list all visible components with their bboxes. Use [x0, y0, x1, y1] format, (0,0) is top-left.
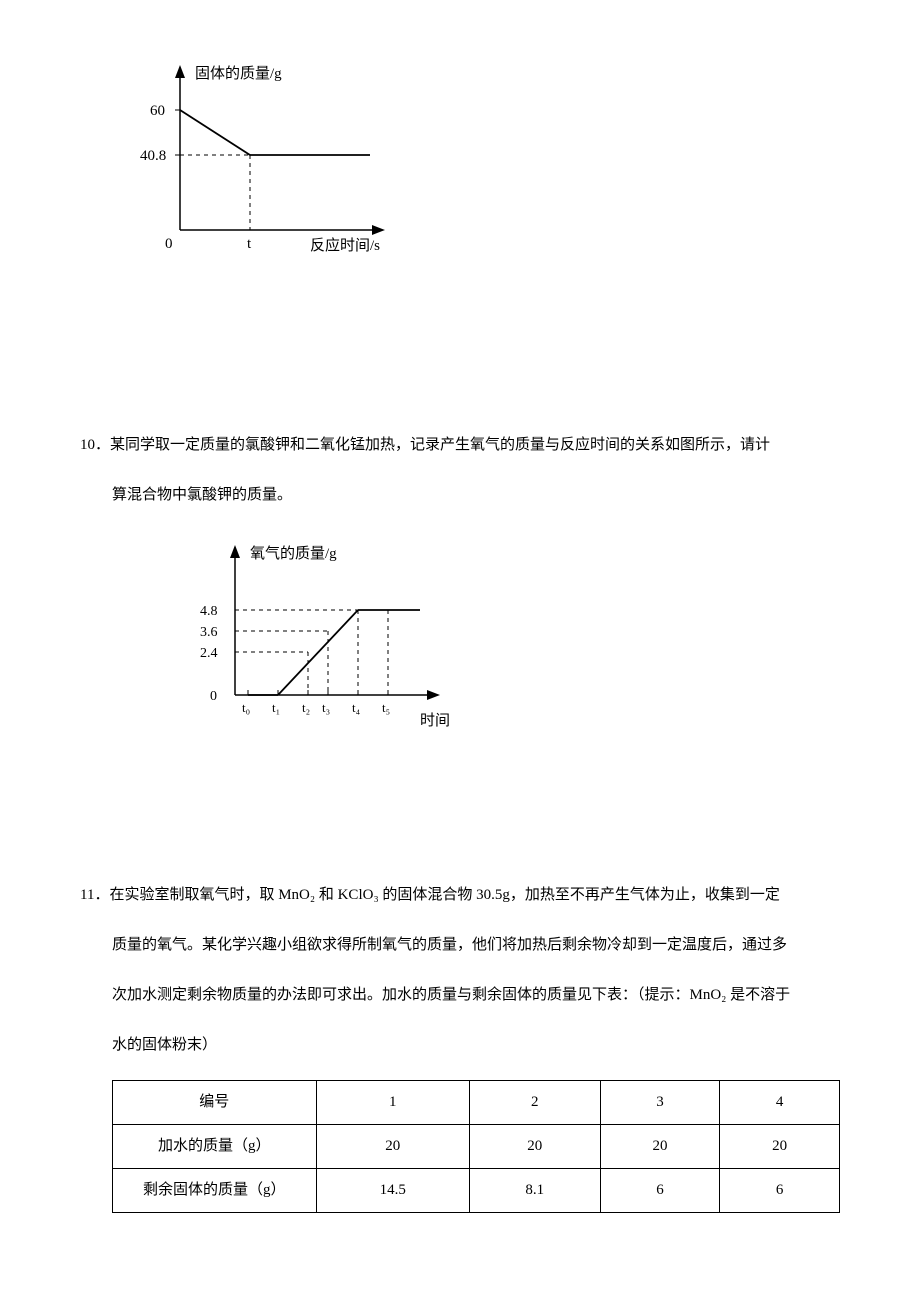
table-container: 编号 1 2 3 4 加水的质量（g） 20 20 20 20 剩余固体的质量（… [80, 1080, 840, 1213]
chart1-origin: 0 [165, 236, 173, 252]
table-row: 剩余固体的质量（g） 14.5 8.1 6 6 [113, 1169, 840, 1213]
table-cell: 14.5 [316, 1169, 469, 1213]
chart1-ytick-408: 40.8 [140, 148, 166, 164]
table-header-2: 2 [469, 1081, 600, 1125]
problem-11-text: 11．在实验室制取氧气时，取 MnO₂ 和 KClO₃ 的固体混合物 30.5g… [80, 880, 840, 910]
table-row: 编号 1 2 3 4 [113, 1081, 840, 1125]
chart2-ytick-36: 3.6 [200, 625, 218, 640]
table-cell: 8.1 [469, 1169, 600, 1213]
table-cell: 20 [469, 1125, 600, 1169]
chart2-xtick-t0: t₀ [242, 700, 250, 715]
chart2-x-label: 时间 [420, 712, 450, 729]
chart2-xtick-t2: t₂ [302, 700, 310, 715]
problem-11-line4: 水的固体粉末） [80, 1030, 840, 1060]
chart2-xtick-t3: t₃ [322, 700, 330, 715]
chart1-xtick-t: t [247, 236, 252, 252]
chart2-ytick-0: 0 [210, 689, 217, 704]
problem-11-number: 11． [80, 887, 109, 903]
table-row2-label: 剩余固体的质量（g） [113, 1169, 317, 1213]
chart2-xtick-t1: t₁ [272, 700, 280, 715]
chart2-container: 氧气的质量/g 时间 4.8 3.6 2.4 0 t₀ t₁ t₂ t₃ t₄ … [140, 540, 840, 740]
problem-10-line1: 某同学取一定质量的氯酸钾和二氧化锰加热，记录产生氧气的质量与反应时间的关系如图所… [110, 437, 770, 453]
chart2-xtick-t4: t₄ [352, 700, 361, 715]
problem-11-line2: 质量的氧气。某化学兴趣小组欲求得所制氧气的质量，他们将加热后剩余物冷却到一定温度… [80, 930, 840, 960]
table-cell: 20 [600, 1125, 720, 1169]
chart1: 固体的质量/g 反应时间/s 60 40.8 0 t [120, 60, 840, 270]
table-header-4: 4 [720, 1081, 840, 1125]
chart1-y-label: 固体的质量/g [195, 65, 282, 82]
table-header-3: 3 [600, 1081, 720, 1125]
chart2-ytick-48: 4.8 [200, 604, 218, 619]
problem-10-text: 10．某同学取一定质量的氯酸钾和二氧化锰加热，记录产生氧气的质量与反应时间的关系… [80, 430, 840, 460]
problem-10: 10．某同学取一定质量的氯酸钾和二氧化锰加热，记录产生氧气的质量与反应时间的关系… [80, 430, 840, 510]
table-cell: 6 [600, 1169, 720, 1213]
table-cell: 20 [720, 1125, 840, 1169]
chart1-container: 固体的质量/g 反应时间/s 60 40.8 0 t [80, 60, 840, 270]
problem-11-line3: 次加水测定剩余物质量的办法即可求出。加水的质量与剩余固体的质量见下表：（提示：M… [80, 980, 840, 1010]
chart2-xtick-t5: t₅ [382, 700, 390, 715]
problem-10-line2: 算混合物中氯酸钾的质量。 [80, 480, 840, 510]
chart1-ytick-60: 60 [150, 103, 165, 119]
chart1-x-label: 反应时间/s [310, 236, 380, 254]
table-header-1: 1 [316, 1081, 469, 1125]
table-row: 加水的质量（g） 20 20 20 20 [113, 1125, 840, 1169]
chart2-y-label: 氧气的质量/g [250, 545, 337, 562]
table-cell: 20 [316, 1125, 469, 1169]
problem-10-number: 10． [80, 437, 110, 453]
problem-11: 11．在实验室制取氧气时，取 MnO₂ 和 KClO₃ 的固体混合物 30.5g… [80, 880, 840, 1213]
chart2: 氧气的质量/g 时间 4.8 3.6 2.4 0 t₀ t₁ t₂ t₃ t₄ … [180, 540, 840, 740]
data-table: 编号 1 2 3 4 加水的质量（g） 20 20 20 20 剩余固体的质量（… [112, 1080, 840, 1213]
table-cell: 6 [720, 1169, 840, 1213]
chart2-ytick-24: 2.4 [200, 646, 218, 661]
problem-11-line1: 在实验室制取氧气时，取 MnO₂ 和 KClO₃ 的固体混合物 30.5g，加热… [109, 887, 779, 903]
table-row1-label: 加水的质量（g） [113, 1125, 317, 1169]
table-header-label: 编号 [113, 1081, 317, 1125]
